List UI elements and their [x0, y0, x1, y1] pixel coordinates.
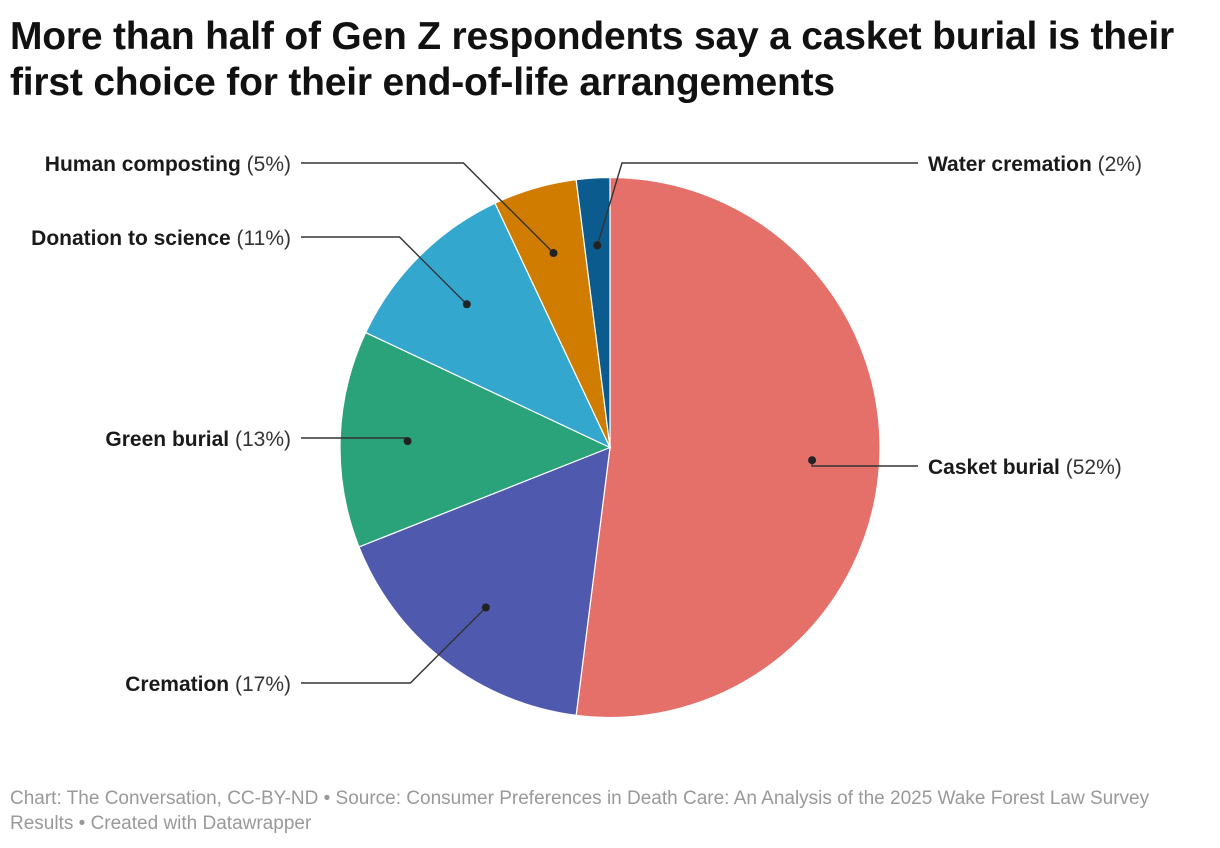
leader-lines: [301, 162, 918, 684]
leader-dot-cremation: [481, 603, 490, 612]
leader-line-donation-to-science: [301, 236, 468, 305]
leader-dot-water-cremation: [593, 241, 602, 250]
pie-slice-cremation: [358, 446, 611, 717]
label-donation-to-science: Donation to science (11%): [31, 227, 291, 250]
chart-footer: Chart: The Conversation, CC-BY-ND • Sour…: [10, 788, 1150, 834]
leader-dot-green-burial: [403, 437, 412, 446]
leader-dot-human-composting: [549, 249, 558, 258]
label-human-composting: Human composting (5%): [45, 153, 291, 176]
label-cremation: Cremation (17%): [125, 673, 291, 696]
slice-labels: Casket burial (52%) Cremation (17%) Gree…: [31, 153, 1142, 696]
chart-title: More than half of Gen Z respondents say …: [10, 15, 1174, 104]
label-green-burial: Green burial (13%): [105, 428, 291, 451]
leader-line-water-cremation: [596, 162, 918, 246]
label-water-cremation: Water cremation (2%): [928, 153, 1142, 176]
pie-slice-casket-burial: [575, 176, 881, 719]
pie-slice-water-cremation: [575, 176, 611, 448]
leader-line-human-composting: [301, 162, 554, 254]
leader-line-cremation: [301, 607, 487, 684]
leader-dot-donation-to-science: [462, 300, 471, 309]
pie-slice-green-burial: [339, 331, 612, 548]
leader-dot-casket-burial: [808, 456, 817, 465]
label-casket-burial: Casket burial (52%): [928, 456, 1122, 479]
